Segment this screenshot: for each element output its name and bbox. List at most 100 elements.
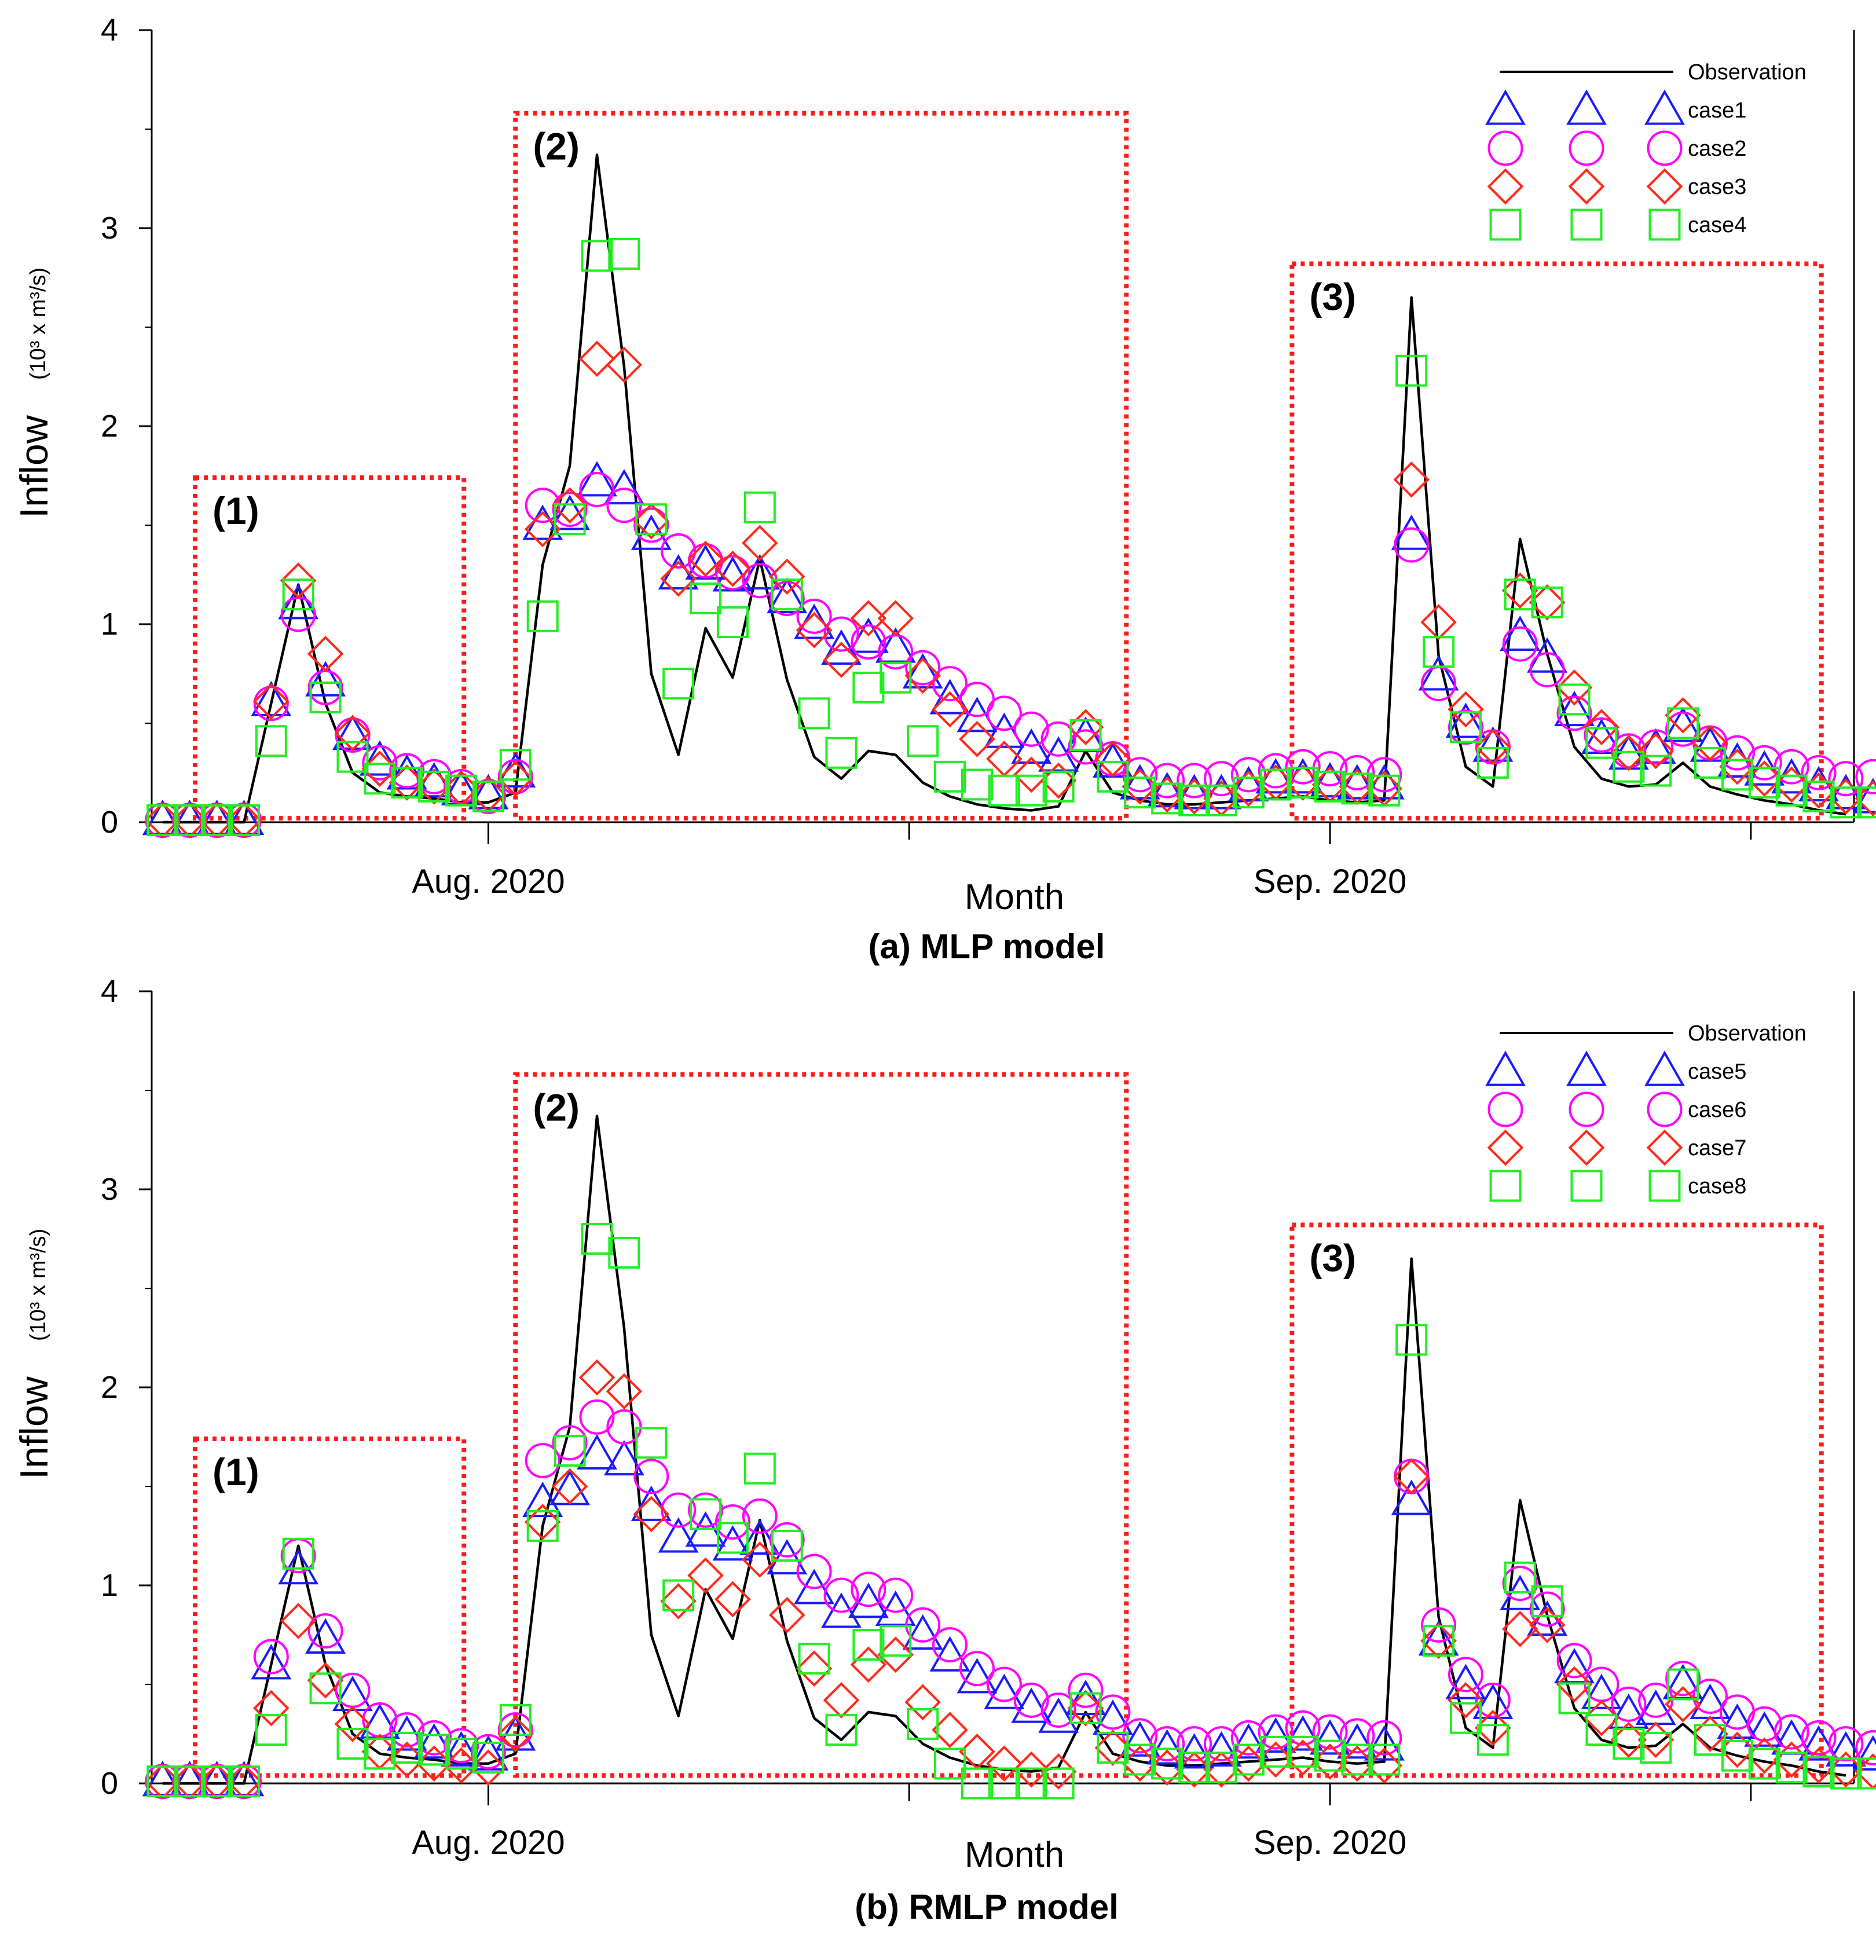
case1-marker <box>1146 772 1188 808</box>
case4-marker <box>934 760 966 793</box>
legend-case2-marker <box>1647 130 1683 166</box>
case4-marker <box>1775 774 1808 807</box>
case4-marker <box>1178 784 1211 816</box>
case3-marker <box>1827 778 1864 815</box>
case3-marker <box>932 691 968 728</box>
case6-marker <box>715 1504 750 1540</box>
case8-marker <box>201 1765 233 1798</box>
case3-marker <box>1800 772 1837 809</box>
case7-marker <box>551 1468 588 1505</box>
case1-marker <box>848 617 889 653</box>
case7-marker <box>1149 1749 1186 1786</box>
case8-marker <box>174 1765 206 1798</box>
case8-marker <box>1151 1747 1184 1780</box>
legend-case2-marker <box>1569 130 1604 166</box>
case4-marker <box>1314 770 1346 803</box>
case4-marker <box>1830 786 1862 819</box>
case5-marker <box>1852 1735 1876 1771</box>
case2-marker <box>444 768 479 804</box>
case3-marker <box>1040 762 1077 799</box>
case2-marker <box>1828 761 1864 797</box>
case4-marker <box>418 770 450 803</box>
case7-marker <box>307 1662 344 1699</box>
case3-marker <box>1013 756 1050 793</box>
region-box <box>193 1436 467 1778</box>
case2-marker <box>932 666 968 702</box>
case6-marker <box>1692 1679 1728 1714</box>
case4-marker <box>1232 776 1265 809</box>
case6-marker <box>1068 1672 1104 1708</box>
case8-marker <box>934 1747 966 1780</box>
legend-case1-marker <box>1644 89 1685 125</box>
legend-case2-label: case2 <box>1688 137 1746 161</box>
case4-marker <box>1015 774 1047 807</box>
case5-marker <box>1798 1725 1839 1761</box>
case2-marker <box>633 507 669 543</box>
legend-case6-marker <box>1647 1091 1683 1127</box>
case2-marker <box>1040 721 1076 757</box>
case3-marker <box>334 715 371 752</box>
case4-marker <box>526 600 559 632</box>
case6-marker <box>1475 1682 1511 1718</box>
case8-marker <box>852 1629 885 1661</box>
case6-marker <box>1095 1694 1131 1730</box>
case3-marker <box>1556 669 1593 706</box>
case7-marker <box>389 1741 426 1778</box>
case2-marker <box>1013 711 1049 747</box>
case4-marker <box>852 671 885 704</box>
case8-marker <box>1504 1561 1536 1593</box>
case8-marker <box>445 1738 478 1770</box>
case5-marker <box>1283 1715 1324 1751</box>
case7-marker <box>171 1763 208 1800</box>
case4-marker <box>1287 767 1319 799</box>
case6-marker <box>1312 1714 1348 1750</box>
case1-marker <box>1228 765 1269 802</box>
case2-marker <box>1719 735 1755 771</box>
case7-marker <box>1420 1622 1457 1659</box>
case7-marker <box>1529 1607 1566 1643</box>
case2-marker <box>1801 755 1837 790</box>
case6-marker <box>851 1571 886 1607</box>
case4-marker <box>1585 727 1618 759</box>
case6-marker <box>1285 1710 1321 1746</box>
case5-marker <box>929 1636 970 1672</box>
case1-marker <box>875 627 916 663</box>
legend-case1-label: case1 <box>1688 98 1746 123</box>
case2-marker <box>1746 745 1782 781</box>
case5-marker <box>794 1569 835 1604</box>
case4-marker <box>1124 776 1156 809</box>
y-tick-label: 2 <box>101 1370 118 1405</box>
case7-marker <box>1556 1666 1593 1703</box>
case5-marker <box>957 1658 998 1694</box>
case6-marker <box>1448 1657 1483 1692</box>
case8-marker <box>1259 1735 1292 1768</box>
case8-marker <box>1314 1739 1346 1772</box>
case7-marker <box>1176 1751 1212 1788</box>
case8-marker <box>364 1738 396 1770</box>
x-tick-label: Aug. 2020 <box>412 1824 565 1862</box>
case7-marker <box>470 1749 507 1786</box>
case7-marker <box>1311 1743 1349 1780</box>
case4-marker <box>1857 786 1876 819</box>
case3-marker <box>1855 780 1876 817</box>
case6-marker <box>552 1425 588 1461</box>
case8-marker <box>1341 1743 1373 1776</box>
case4-marker <box>581 240 613 272</box>
case2-marker <box>1122 757 1158 793</box>
case7-marker <box>606 1373 643 1410</box>
case2-marker <box>253 686 289 721</box>
case7-marker <box>252 1690 290 1727</box>
case4-marker <box>282 578 314 611</box>
x-axis-title: Month <box>965 877 1064 917</box>
case8-marker <box>1476 1724 1509 1756</box>
case3-marker <box>742 525 778 562</box>
case3-marker <box>551 487 588 524</box>
y-axis-title: Inflow (10³ x m³/s) <box>12 1229 56 1479</box>
case7-marker <box>226 1763 262 1800</box>
case7-marker <box>1448 1682 1484 1719</box>
case5-marker <box>577 1434 617 1470</box>
case4-marker <box>1802 781 1835 813</box>
case4-marker <box>1395 354 1428 387</box>
case8-marker <box>798 1643 830 1675</box>
case7-marker <box>715 1581 751 1618</box>
